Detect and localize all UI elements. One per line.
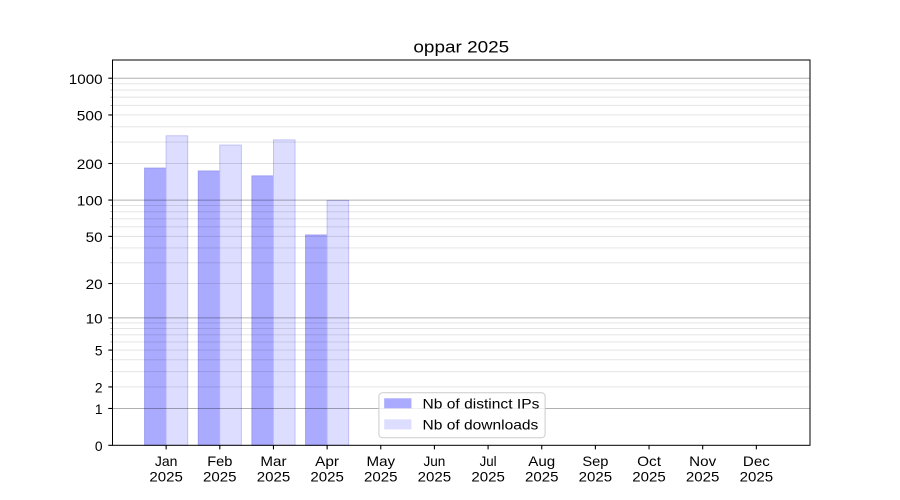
svg-text:Feb: Feb [207,454,233,469]
svg-text:20: 20 [86,277,103,292]
svg-text:2025: 2025 [686,470,720,485]
svg-text:1: 1 [95,402,103,417]
svg-text:2025: 2025 [149,470,183,485]
svg-text:0: 0 [95,439,103,454]
svg-text:May: May [366,454,395,469]
svg-text:Mar: Mar [260,454,287,469]
svg-text:2025: 2025 [632,470,666,485]
svg-text:2025: 2025 [257,470,291,485]
svg-text:Nov: Nov [689,454,716,469]
svg-text:200: 200 [77,157,103,172]
svg-text:100: 100 [77,194,103,209]
svg-text:Jan: Jan [155,454,178,469]
svg-text:Nb of distinct IPs: Nb of distinct IPs [423,396,540,411]
svg-text:1000: 1000 [69,72,103,87]
svg-text:Nb of downloads: Nb of downloads [423,417,539,432]
svg-text:2025: 2025 [471,470,505,485]
svg-text:2: 2 [95,381,103,396]
svg-text:Oct: Oct [637,454,661,469]
svg-text:10: 10 [86,311,103,326]
svg-text:5: 5 [95,344,103,359]
svg-text:Jun: Jun [423,454,445,469]
svg-text:2025: 2025 [418,470,452,485]
svg-text:2025: 2025 [579,470,613,485]
svg-text:2025: 2025 [203,470,237,485]
svg-text:Dec: Dec [743,454,770,469]
svg-text:2025: 2025 [364,470,398,485]
svg-text:500: 500 [77,109,103,124]
svg-text:2025: 2025 [740,470,774,485]
svg-text:Jul: Jul [480,454,497,469]
svg-text:oppar 2025: oppar 2025 [413,37,509,56]
svg-text:Aug: Aug [528,454,555,469]
svg-text:Apr: Apr [315,454,339,469]
svg-text:2025: 2025 [310,470,344,485]
svg-text:Sep: Sep [582,454,608,469]
svg-text:2025: 2025 [525,470,559,485]
svg-text:50: 50 [86,230,103,245]
